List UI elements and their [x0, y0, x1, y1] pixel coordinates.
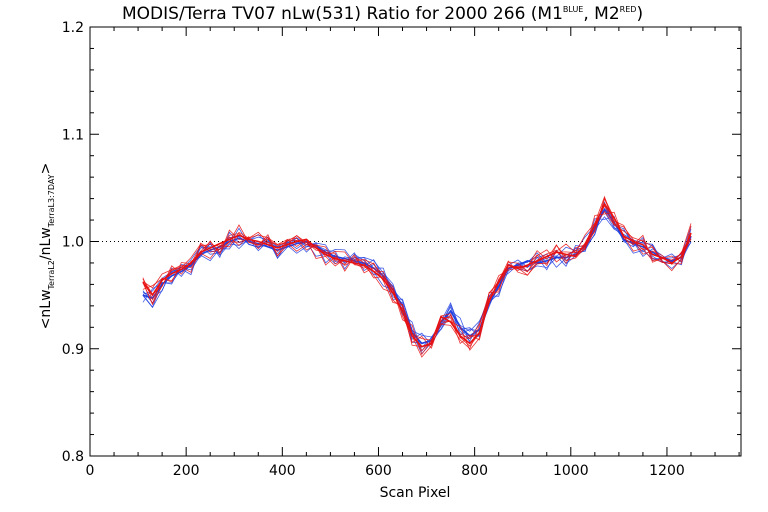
- series-m1-trace: [142, 216, 692, 342]
- y-tick-label: 1.0: [62, 235, 84, 251]
- series-m1-trace: [142, 202, 692, 346]
- x-tick-label: 600: [365, 463, 392, 479]
- series-m2-trace: [142, 210, 692, 350]
- x-tick-label: 1000: [553, 463, 589, 479]
- axes: 0 200 400 600 800 1000 1200 0.8 0.9 1.0 1.1 1.2: [62, 20, 741, 479]
- series-m2-line: [142, 202, 692, 348]
- series-m2-trace: [142, 197, 692, 350]
- series-m2-trace: [142, 197, 692, 348]
- plot-frame-group: [89, 26, 742, 457]
- x-tick-label: 0: [86, 463, 95, 479]
- series-m1-trace: [142, 215, 692, 352]
- chart-title: MODIS/Terra TV07 nLw(531) Ratio for 2000…: [122, 4, 643, 24]
- y-tick-label: 1.2: [62, 20, 84, 36]
- y-axis-label-sub1: TerraL2: [47, 260, 56, 290]
- series-m1-trace: [142, 203, 692, 344]
- series-group: [142, 195, 692, 358]
- chart-title-sup-blue: BLUE: [563, 5, 583, 14]
- y-axis-label: <nLwTerraL2/nLwTerraL3:7DAY>: [38, 163, 56, 330]
- chart-title-sup-red: RED: [620, 5, 637, 14]
- y-tick-label: 0.9: [62, 342, 84, 358]
- y-tick-label: 0.8: [62, 449, 84, 465]
- x-tick-label: 400: [269, 463, 296, 479]
- y-axis-label-mid: /nLw: [38, 227, 54, 260]
- x-tick-label: 1200: [649, 463, 685, 479]
- y-axis-label-close: >: [38, 163, 54, 175]
- x-tick-label: 200: [173, 463, 200, 479]
- series-m1-line: [142, 207, 692, 345]
- y-tick-label: 1.1: [62, 127, 84, 143]
- series-m1-trace: [142, 201, 692, 355]
- y-axis-label-open: <nLw: [38, 289, 54, 329]
- chart-title-end: ): [636, 4, 643, 24]
- y-axis-label-sub2: TerraL3:7DAY: [47, 174, 56, 228]
- x-axis-label: Scan Pixel: [380, 485, 451, 501]
- series-m2-trace: [142, 195, 692, 358]
- x-tick-label: 800: [461, 463, 488, 479]
- series-m2-trace: [142, 205, 692, 352]
- chart-title-main: MODIS/Terra TV07 nLw(531) Ratio for 2000…: [122, 4, 563, 24]
- plot-frame: [89, 26, 742, 457]
- chart-title-mid: , M2: [583, 4, 619, 24]
- series-m1-trace: [142, 210, 692, 349]
